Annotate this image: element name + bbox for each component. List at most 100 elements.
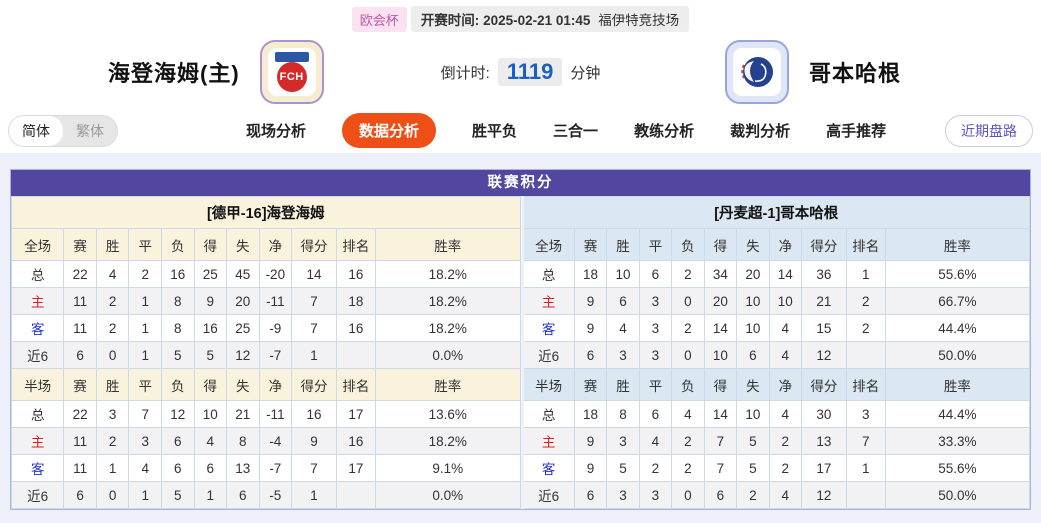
column-header: 平: [128, 368, 162, 401]
tab-coach-analysis[interactable]: 教练分析: [634, 123, 695, 140]
stat-cell: 16: [160, 260, 195, 288]
stat-cell: 9: [573, 314, 608, 342]
stat-row: 客 11 1 4 6 6 13 -7 7 17 9.1%: [10, 454, 521, 482]
stat-cell: 1: [128, 341, 162, 369]
column-header: 负: [671, 368, 705, 401]
stat-cell: 6: [63, 341, 97, 369]
stat-cell: 2: [671, 314, 705, 342]
stat-cell: 25: [193, 260, 228, 288]
stat-cell: -4: [258, 427, 293, 455]
away-halftime-header: 半场赛胜平负得失净得分 排名 胜率: [521, 368, 1031, 401]
away-team-label-row: [丹麦超-1]哥本哈根: [521, 196, 1030, 229]
stat-cell: 11: [63, 454, 97, 482]
column-header: 负: [160, 368, 195, 401]
stat-cell: 1: [95, 454, 130, 482]
stat-row: 客 9 4 3 2 14 10 4 15 2 44.4%: [521, 314, 1031, 342]
home-team: 海登海姆(主) FCH: [108, 40, 324, 104]
league-table-title: 联赛积分: [11, 170, 1030, 196]
lang-traditional[interactable]: 繁体: [76, 122, 104, 139]
stat-row: 主 11 2 1 8 9 20 -11 7 18 18.2%: [10, 287, 521, 315]
stat-cell: 9: [573, 287, 608, 315]
home-team-label: [德甲-16]海登海姆: [11, 196, 521, 229]
stat-cell: 30: [801, 400, 847, 428]
stat-cell: 4: [768, 481, 803, 509]
stat-cell: 4: [606, 314, 640, 342]
tab-data-analysis[interactable]: 数据分析: [342, 113, 437, 148]
stat-cell: 1: [128, 481, 162, 509]
column-header: 净: [258, 228, 293, 261]
stat-cell: 55.6%: [884, 454, 1031, 482]
stat-cell: 1: [128, 314, 162, 342]
column-header: 半场: [521, 368, 575, 401]
stat-cell: 13: [226, 454, 260, 482]
stat-cell: -11: [258, 287, 293, 315]
stat-cell: 17: [335, 400, 376, 428]
stat-cell: 6: [226, 481, 260, 509]
stat-cell: 4: [193, 427, 228, 455]
column-header: 赛: [63, 368, 97, 401]
home-fulltime-header: 全场赛胜平负得失净得分 排名 胜率: [10, 228, 521, 261]
row-label: 客: [521, 454, 575, 482]
fch-crest-text: FCH: [279, 71, 304, 83]
stat-cell: 2: [845, 314, 886, 342]
competition-badge: 欧会杯: [351, 6, 407, 32]
column-header: 排名: [335, 228, 376, 261]
countdown: 倒计时: 1119 分钟: [440, 58, 600, 86]
recent-trend-button[interactable]: 近期盘路: [945, 114, 1033, 147]
stat-row: 主 9 3 4 2 7 5 2 13 7 33.3%: [521, 427, 1031, 455]
stat-cell: 7: [291, 454, 337, 482]
column-header: 全场: [521, 228, 575, 261]
stat-cell: 0.0%: [374, 341, 521, 369]
stat-cell: 2: [671, 427, 705, 455]
stat-cell: 17: [335, 454, 376, 482]
stat-cell: 16: [335, 427, 376, 455]
tab-referee-analysis[interactable]: 裁判分析: [730, 123, 791, 140]
tab-three-in-one[interactable]: 三合一: [553, 123, 599, 140]
stat-cell: 5: [193, 341, 228, 369]
lang-simplified[interactable]: 简体: [9, 115, 63, 146]
stat-row: 客 11 2 1 8 16 25 -9 7 16 18.2%: [10, 314, 521, 342]
fch-banner-icon: [274, 52, 309, 62]
stat-cell: 8: [226, 427, 260, 455]
content-area: 联赛积分 [德甲-16]海登海姆 全场赛胜平负得失净得分 排名 胜率 总 22 4 2 16…: [0, 154, 1041, 523]
stat-cell: 12: [801, 341, 847, 369]
stat-cell: 3: [95, 400, 130, 428]
row-label: 近6: [10, 481, 65, 509]
stat-cell: 1: [193, 481, 228, 509]
stat-cell: 4: [128, 454, 162, 482]
stat-cell: 2: [95, 314, 130, 342]
stat-row: 总 22 3 7 12 10 21 -11 16 17 13.6%: [10, 400, 521, 428]
stat-cell: 9: [291, 427, 337, 455]
stat-cell: 2: [768, 427, 803, 455]
stat-cell: 12: [160, 400, 195, 428]
stat-cell: 5: [160, 481, 195, 509]
stat-cell: -5: [258, 481, 293, 509]
stat-cell: 55.6%: [884, 260, 1031, 288]
stat-cell: 5: [160, 341, 195, 369]
stat-cell: 10: [768, 287, 803, 315]
home-team-name: 海登海姆(主): [108, 61, 240, 86]
language-toggle: 简体 繁体: [8, 114, 118, 147]
stat-cell: 7: [845, 427, 886, 455]
stat-cell: 12: [801, 481, 847, 509]
tab-win-draw-loss[interactable]: 胜平负: [472, 123, 518, 140]
row-label: 近6: [10, 341, 65, 369]
fch-circle-icon: FCH: [276, 62, 307, 92]
tab-live-analysis[interactable]: 现场分析: [246, 123, 307, 140]
column-header: 得分: [291, 368, 337, 401]
stat-cell: 1: [845, 260, 886, 288]
away-stats-table: [丹麦超-1]哥本哈根 全场赛胜平负得失净得分 排名 胜率 总 18 10 6 2 34 20 1…: [520, 196, 1031, 509]
countdown-label: 倒计时:: [440, 64, 490, 82]
tab-expert-picks[interactable]: 高手推荐: [826, 123, 887, 140]
column-header: 得: [703, 368, 738, 401]
stat-cell: 20: [736, 260, 770, 288]
stat-cell: -9: [258, 314, 293, 342]
fck-crest-inner: [732, 48, 781, 96]
row-label: 客: [10, 454, 65, 482]
away-fulltime-rows: 总 18 10 6 2 34 20 14 36 1 55.6% 主 9 6 3 0 20 10 10 21 2 66.7%…: [521, 260, 1031, 369]
stat-cell: 14: [291, 260, 337, 288]
row-label: 近6: [521, 481, 575, 509]
stat-cell: 2: [845, 287, 886, 315]
column-header: 排名: [335, 368, 376, 401]
